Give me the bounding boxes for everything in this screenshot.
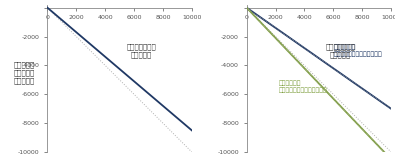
Text: 既存製品の
売上高変化
（百万円）: 既存製品の 売上高変化 （百万円）	[14, 61, 35, 84]
Text: 革新性のない
プロダクト・イノベーション: 革新性のない プロダクト・イノベーション	[278, 81, 327, 93]
Text: 革新性のある
プロダクト・イノベーション: 革新性のある プロダクト・イノベーション	[333, 45, 382, 57]
Text: 新製品の売上高
（百万円）: 新製品の売上高 （百万円）	[325, 44, 356, 58]
Text: 新製品の売上高
（百万円）: 新製品の売上高 （百万円）	[126, 44, 156, 58]
